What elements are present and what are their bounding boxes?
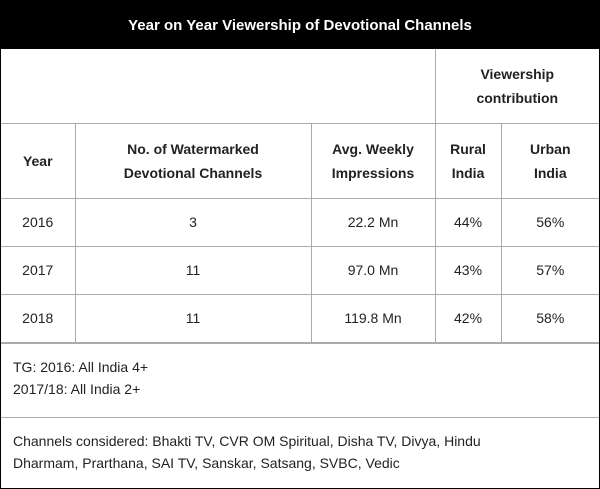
channels-note-line: Dharmam, Prarthana, SAI TV, Sanskar, Sat… xyxy=(13,455,400,471)
table-title-text: Year on Year Viewership of Devotional Ch… xyxy=(128,16,472,34)
cell-year: 2018 xyxy=(1,293,76,343)
cell-impressions: 97.0 Mn xyxy=(310,245,436,295)
blank-header-cell xyxy=(1,49,436,124)
table-row: 2018 11 119.8 Mn 42% 58% xyxy=(1,293,600,343)
header-urban: Urban India xyxy=(500,122,600,199)
cell-urban: 57% xyxy=(500,245,600,295)
table-title: Year on Year Viewership of Devotional Ch… xyxy=(1,1,599,49)
cell-year: 2017 xyxy=(1,245,76,295)
header-impressions: Avg. Weekly Impressions xyxy=(310,122,436,199)
cell-channels: 11 xyxy=(74,245,312,295)
tg-note-line: 2017/18: All India 2+ xyxy=(13,381,141,397)
cell-rural: 43% xyxy=(434,245,502,295)
header-year: Year xyxy=(1,122,76,199)
cell-impressions: 119.8 Mn xyxy=(310,293,436,343)
channels-considered-note: Channels considered: Bhakti TV, CVR OM S… xyxy=(1,417,599,488)
channels-note-line: Channels considered: Bhakti TV, CVR OM S… xyxy=(13,433,481,449)
cell-rural: 42% xyxy=(434,293,502,343)
cell-year: 2016 xyxy=(1,197,76,247)
cell-channels: 11 xyxy=(74,293,312,343)
header-rural: Rural India xyxy=(434,122,502,199)
cell-urban: 58% xyxy=(500,293,600,343)
cell-impressions: 22.2 Mn xyxy=(310,197,436,247)
tg-note-line: TG: 2016: All India 4+ xyxy=(13,359,149,375)
cell-channels: 3 xyxy=(74,197,312,247)
header-channels: No. of Watermarked Devotional Channels xyxy=(74,122,312,199)
cell-rural: 44% xyxy=(434,197,502,247)
viewership-table: Viewership contribution Year No. of Wate… xyxy=(1,49,600,343)
table-row: 2017 11 97.0 Mn 43% 57% xyxy=(1,245,600,295)
cell-urban: 56% xyxy=(500,197,600,247)
column-header-row: Year No. of Watermarked Devotional Chann… xyxy=(1,122,600,199)
group-header-row: Viewership contribution xyxy=(1,49,600,124)
viewership-contribution-header: Viewership contribution xyxy=(434,49,600,124)
tg-notes: TG: 2016: All India 4+ 2017/18: All Indi… xyxy=(1,343,599,417)
table-row: 2016 3 22.2 Mn 44% 56% xyxy=(1,197,600,247)
